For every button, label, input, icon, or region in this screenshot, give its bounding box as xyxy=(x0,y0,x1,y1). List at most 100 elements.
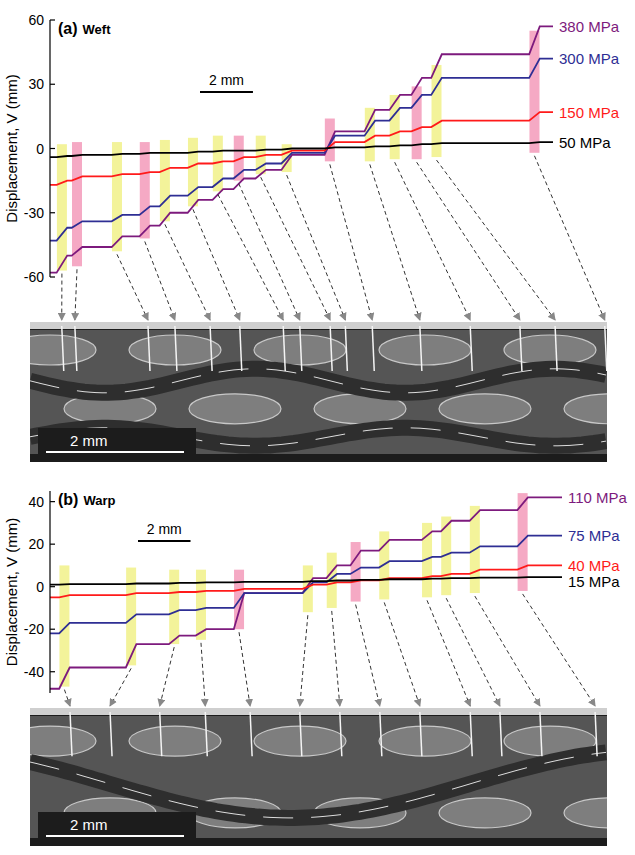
leader-line xyxy=(523,594,595,706)
y-tick xyxy=(50,671,55,672)
fiber-tow-section xyxy=(439,394,531,424)
series-label: 150 MPa xyxy=(559,104,620,121)
y-tick-label: -40 xyxy=(24,664,44,680)
fiber-tow-section xyxy=(504,335,596,365)
y-tick xyxy=(50,629,55,630)
crack xyxy=(520,326,522,371)
y-tick-label: 60 xyxy=(28,12,44,28)
crack xyxy=(420,326,422,371)
crack-band xyxy=(112,142,122,251)
leader-line xyxy=(261,177,330,320)
micrograph: 2 mm xyxy=(4,708,635,846)
y-axis-title: Displacement, V (mm) xyxy=(3,74,20,222)
crack-band xyxy=(57,144,67,270)
micrograph: 2 mm xyxy=(4,322,635,462)
panel: -40-2002040Displacement, V (mm)(b)Warp11… xyxy=(3,489,628,693)
scale-bar-label: 2 mm xyxy=(209,72,244,88)
crack xyxy=(160,712,162,756)
leader-line xyxy=(384,602,420,706)
crack xyxy=(300,326,302,371)
crack xyxy=(250,712,252,756)
leader-line xyxy=(117,254,148,320)
micrograph-content xyxy=(30,322,607,446)
y-tick-label: 20 xyxy=(28,536,44,552)
crack xyxy=(205,712,207,756)
micrograph-scale-label: 2 mm xyxy=(70,432,108,449)
series-label: 40 MPa xyxy=(568,557,620,574)
leader-line xyxy=(332,611,340,706)
panel-title: Warp xyxy=(83,493,115,508)
y-tick xyxy=(50,544,55,545)
y-axis xyxy=(49,491,50,693)
crack xyxy=(75,326,77,371)
crack xyxy=(372,326,374,371)
leader-line xyxy=(218,194,283,320)
crack xyxy=(555,326,557,371)
crack-band xyxy=(351,542,361,602)
fiber-tow-section xyxy=(439,798,531,828)
y-tick xyxy=(50,501,55,502)
series-line xyxy=(50,577,562,584)
crack xyxy=(330,326,332,371)
leader-line xyxy=(370,164,420,320)
crack xyxy=(345,326,347,371)
fiber-tow-section xyxy=(30,726,96,756)
crack xyxy=(110,712,112,756)
scale-bar-label: 2 mm xyxy=(147,521,182,537)
crack xyxy=(70,712,72,756)
panel-letter: (a) xyxy=(58,20,78,37)
y-tick xyxy=(50,212,55,213)
crack-band xyxy=(169,570,179,644)
leader-line xyxy=(356,605,380,706)
scale-patch xyxy=(38,428,196,458)
crack xyxy=(62,326,64,371)
leader-line xyxy=(193,209,240,320)
leader-line xyxy=(201,643,205,706)
leader-line xyxy=(110,668,131,706)
series-line xyxy=(50,497,562,688)
scale-bar xyxy=(138,540,191,542)
crack xyxy=(283,326,285,371)
fiber-tow-section xyxy=(564,798,607,828)
leader-line xyxy=(64,690,70,706)
series-line xyxy=(50,536,562,634)
surface-coating xyxy=(30,708,607,715)
leader-line xyxy=(160,647,174,706)
crack-band xyxy=(390,95,400,159)
tow-boundary xyxy=(30,752,606,818)
micrograph-background xyxy=(30,708,607,846)
panel-letter: (b) xyxy=(58,491,78,508)
y-tick-label: 30 xyxy=(28,76,44,92)
leader-line xyxy=(61,274,62,320)
micrograph-content xyxy=(30,708,607,828)
y-tick xyxy=(50,148,55,149)
leader-line xyxy=(75,269,77,320)
series-label: 15 MPa xyxy=(568,573,620,590)
crack xyxy=(595,712,597,756)
y-tick-label: -30 xyxy=(24,205,44,221)
y-tick-label: 0 xyxy=(36,579,44,595)
leader-line xyxy=(165,224,210,320)
crack-band xyxy=(140,142,150,238)
crack xyxy=(470,712,472,756)
leader-line xyxy=(287,175,346,320)
series-line xyxy=(50,26,553,272)
fiber-tow xyxy=(30,369,606,393)
figure: -60-3003060Displacement, V (mm)(a)Weft38… xyxy=(0,0,635,855)
crack xyxy=(420,712,422,756)
series-label: 50 MPa xyxy=(559,134,611,151)
y-tick xyxy=(50,84,55,85)
crack xyxy=(210,326,212,371)
y-tick xyxy=(50,586,55,587)
fiber-tow-section xyxy=(379,726,471,756)
plot-area xyxy=(50,493,562,689)
leader-line xyxy=(239,632,250,706)
leader-line xyxy=(427,600,470,706)
y-tick-label: 0 xyxy=(36,141,44,157)
leader-line xyxy=(417,162,520,320)
series-line xyxy=(50,142,553,157)
series-line xyxy=(50,112,553,185)
y-tick xyxy=(50,276,55,277)
crack xyxy=(240,326,242,371)
crack xyxy=(175,326,177,371)
